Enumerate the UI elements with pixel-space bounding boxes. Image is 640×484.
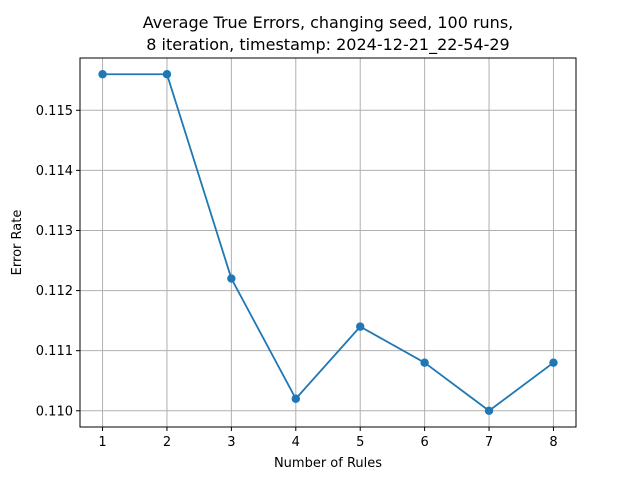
x-tick-label: 6 [420,435,428,450]
x-tick-label: 8 [549,435,557,450]
chart-title-line-1: Average True Errors, changing seed, 100 … [143,13,514,32]
y-axis-ticks: 0.110 0.111 0.112 0.113 0.114 0.115 [36,104,80,419]
plot-area-frame [79,57,577,428]
x-tick-label: 5 [356,435,364,450]
series-error-rate [98,70,558,415]
data-point [356,322,365,331]
data-point [98,70,107,79]
y-axis-label: Error Rate [10,210,25,276]
chart-title-line-2: 8 iteration, timestamp: 2024-12-21_22-54… [146,35,509,55]
y-tick-label: 0.115 [36,104,73,119]
y-tick-label: 0.113 [36,224,73,239]
y-tick-label: 0.110 [36,404,73,419]
x-axis-ticks: 1 2 3 4 5 6 7 8 [98,427,558,450]
data-point [227,274,236,283]
data-point [484,406,494,415]
data-point [291,394,300,403]
x-tick-label: 3 [227,435,235,450]
x-axis-label: Number of Rules [274,456,382,471]
x-tick-label: 4 [292,435,300,450]
data-point [549,358,558,367]
y-tick-label: 0.112 [36,284,73,299]
x-tick-label: 2 [163,435,171,450]
y-tick-label: 0.111 [36,344,73,359]
grid [80,58,576,427]
x-tick-label: 7 [485,435,493,450]
data-point [420,358,429,367]
series-line [102,73,554,412]
x-tick-label: 1 [98,435,106,450]
y-tick-label: 0.114 [36,164,73,179]
data-point [162,70,172,79]
